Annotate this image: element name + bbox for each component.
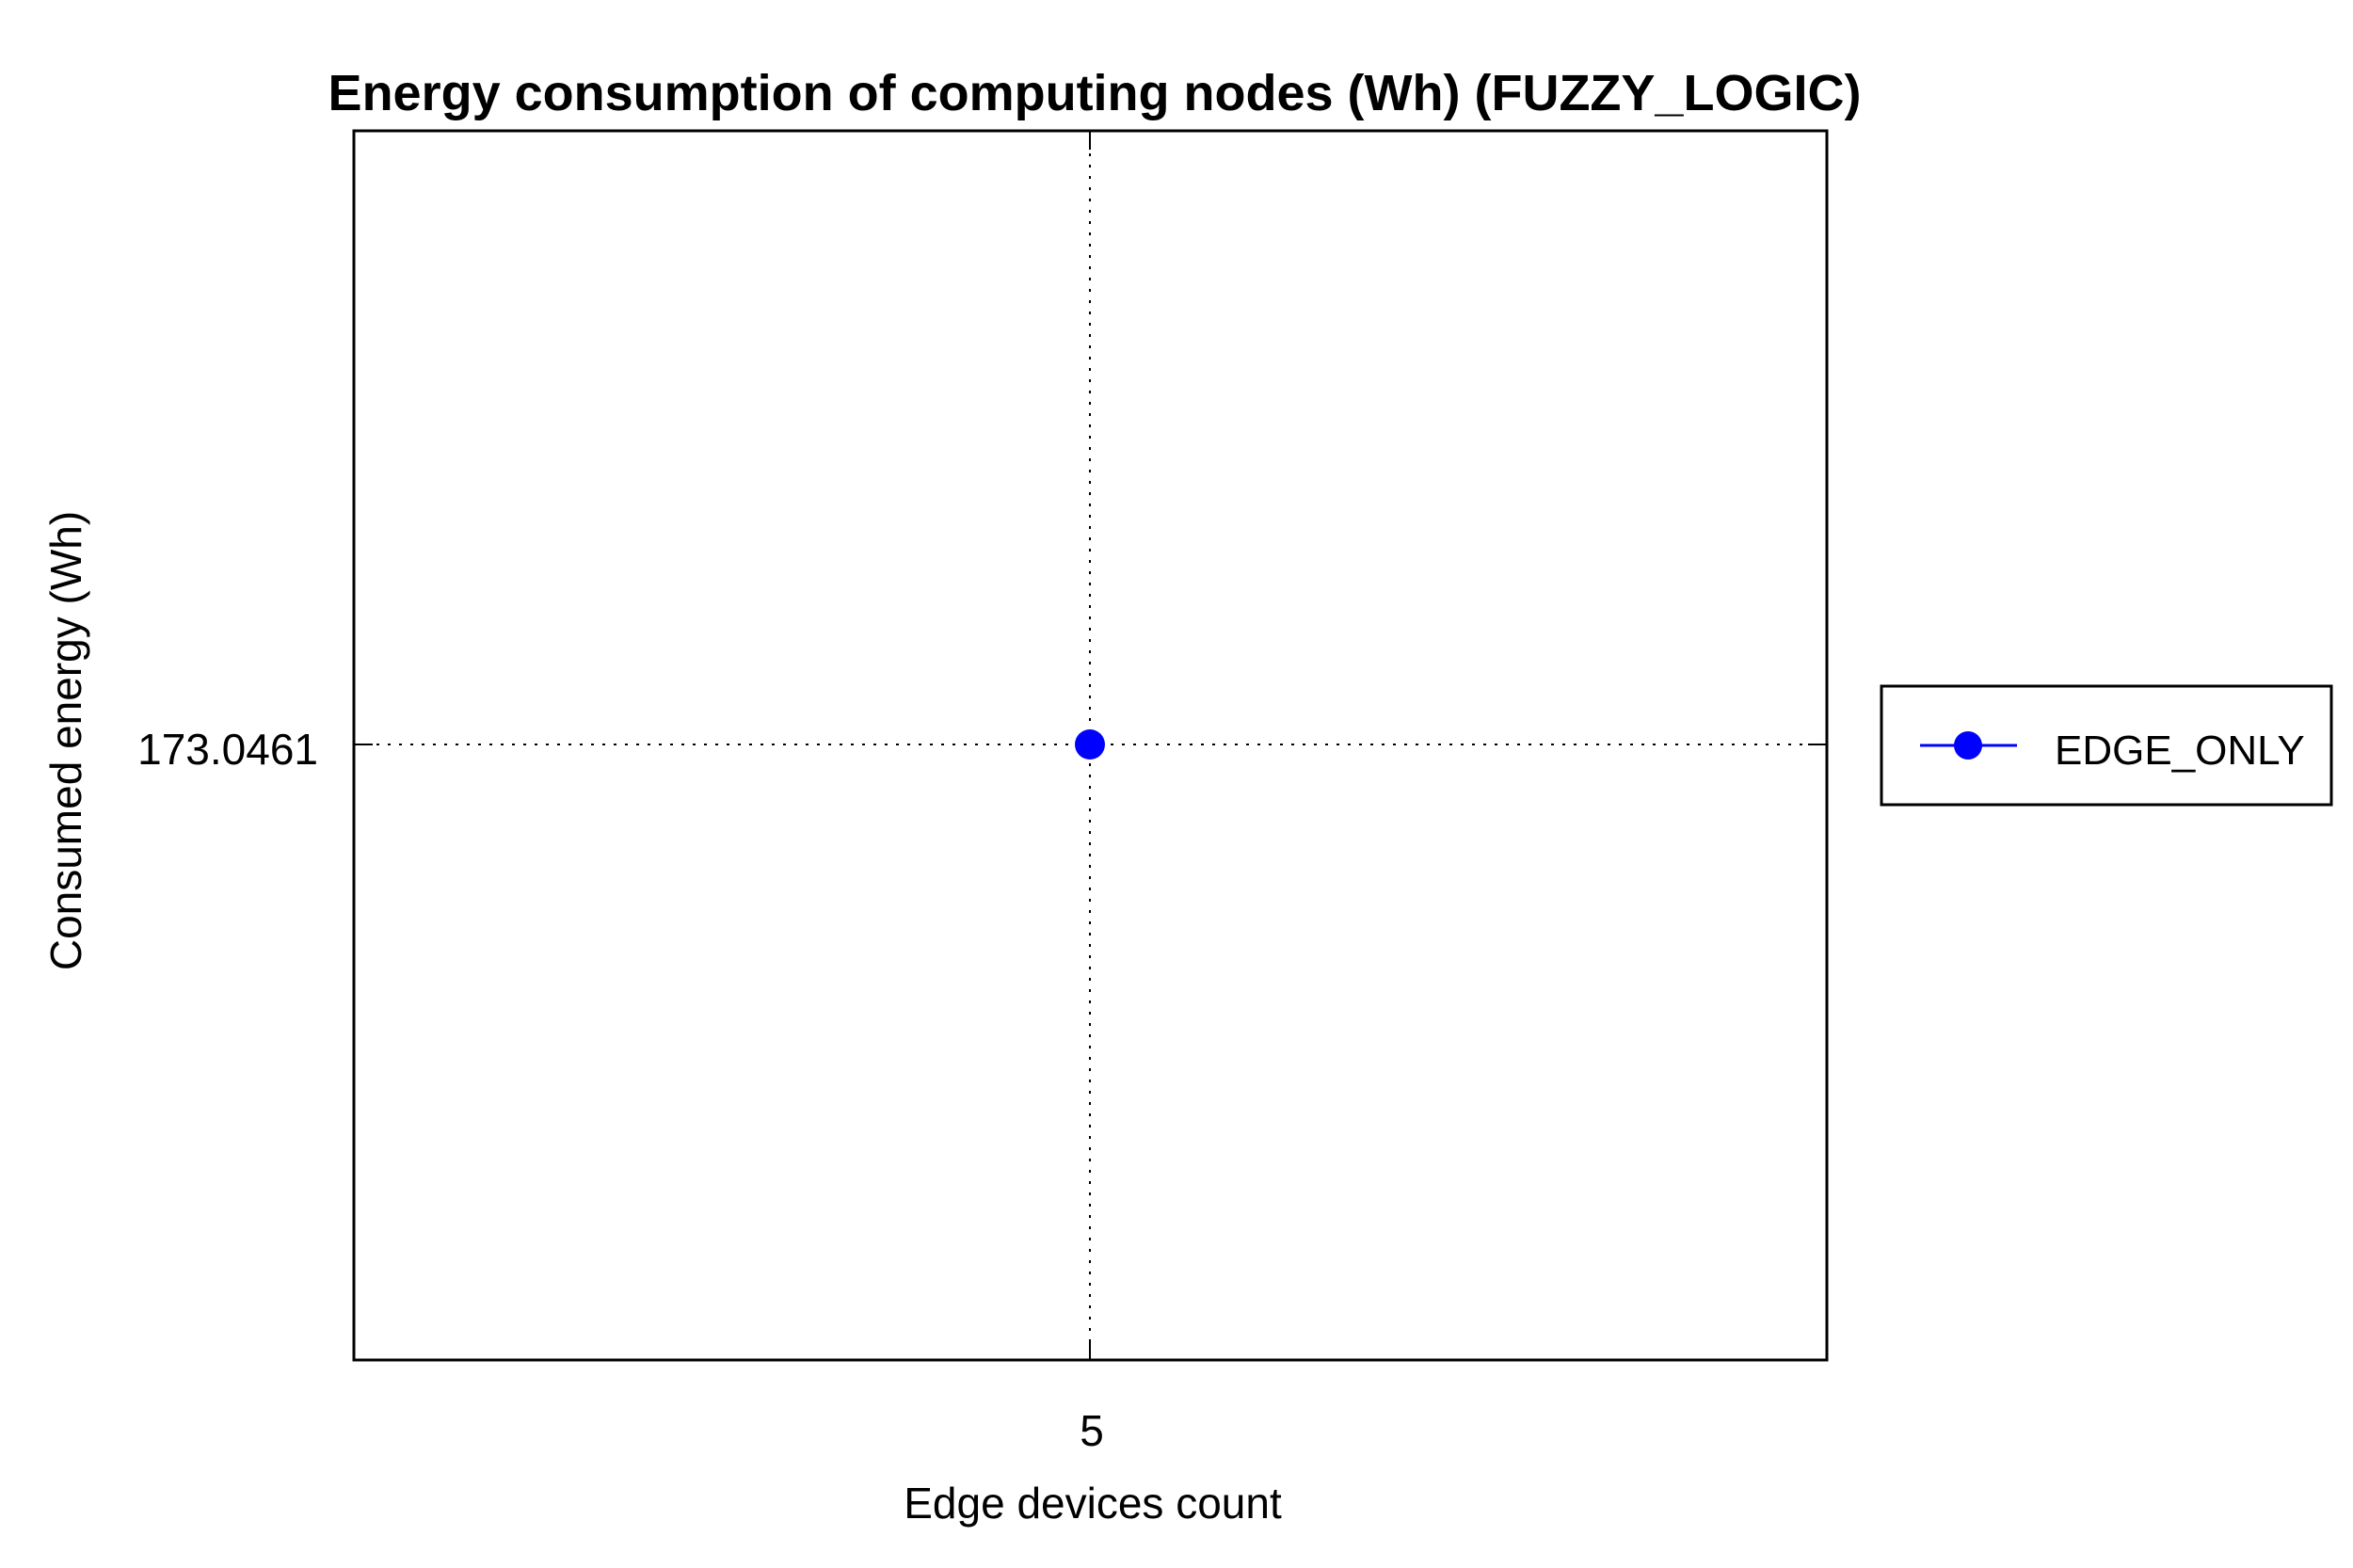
chart-title: Energy consumption of computing nodes (W… — [328, 65, 1862, 121]
x-axis-label: Edge devices count — [904, 1479, 1282, 1528]
legend-label-edge-only: EDGE_ONLY — [2055, 728, 2305, 774]
legend-marker-icon — [1954, 731, 1982, 760]
x-tick-label: 5 — [1080, 1406, 1104, 1455]
y-tick-label: 173.0461 — [137, 725, 318, 774]
y-axis-label: Consumed energy (Wh) — [41, 511, 90, 970]
data-point-edge-only — [1075, 729, 1105, 760]
